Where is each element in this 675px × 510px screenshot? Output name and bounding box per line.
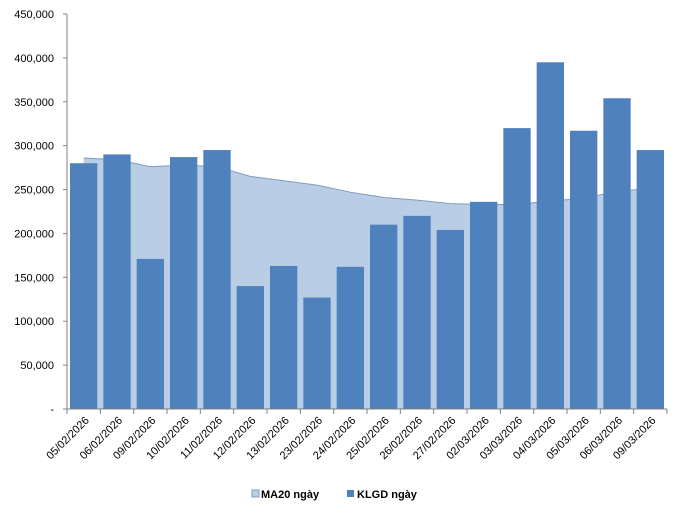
legend-label-klgd: KLGD ngày xyxy=(357,489,418,501)
legend-label-ma20: MA20 ngày xyxy=(261,489,320,501)
bar-10-02-2026 xyxy=(170,157,198,409)
y-tick-label: - xyxy=(50,404,54,416)
bar-11-02-2026 xyxy=(203,150,231,410)
y-tick-label: 450,000 xyxy=(14,9,54,21)
legend-swatch-klgd xyxy=(347,490,354,497)
bar-24-02-2026 xyxy=(336,266,364,409)
y-tick-label: 150,000 xyxy=(14,272,54,284)
bar-26-02-2026 xyxy=(403,215,431,409)
bar-13-02-2026 xyxy=(270,265,298,409)
y-tick-label: 50,000 xyxy=(20,360,54,372)
y-tick-label: 100,000 xyxy=(14,316,54,328)
legend: MA20 ngày KLGD ngày xyxy=(251,489,418,501)
y-tick-label: 250,000 xyxy=(14,185,54,197)
bar-03-03-2026 xyxy=(503,128,531,409)
bar-09-02-2026 xyxy=(136,258,164,409)
y-tick-label: 300,000 xyxy=(14,141,54,153)
x-tick-layer: 05/02/202606/02/202609/02/202610/02/2026… xyxy=(44,409,668,462)
ma20-area xyxy=(83,157,651,409)
bar-06-02-2026 xyxy=(103,154,131,409)
y-tick-label: 400,000 xyxy=(14,53,54,65)
bar-12-02-2026 xyxy=(236,286,264,409)
bar-05-02-2026 xyxy=(70,163,98,409)
y-tick-layer: - 50,000 100,000 150,000 200,000 250,000 300,0… xyxy=(14,9,67,416)
bar-06-03-2026 xyxy=(603,98,631,410)
bar-05-03-2026 xyxy=(570,130,598,409)
bar-25-02-2026 xyxy=(370,224,398,409)
ma20-area-layer xyxy=(83,157,651,409)
y-tick-label: 350,000 xyxy=(14,97,54,109)
bar-27-02-2026 xyxy=(436,229,464,409)
bar-23-02-2026 xyxy=(303,297,331,409)
bar-layer xyxy=(70,62,664,410)
bar-02-03-2026 xyxy=(470,201,498,409)
legend-swatch-ma20 xyxy=(251,489,260,498)
bar-09-03-2026 xyxy=(636,150,664,410)
y-tick-label: 200,000 xyxy=(14,228,54,240)
bar-04-03-2026 xyxy=(536,62,564,410)
